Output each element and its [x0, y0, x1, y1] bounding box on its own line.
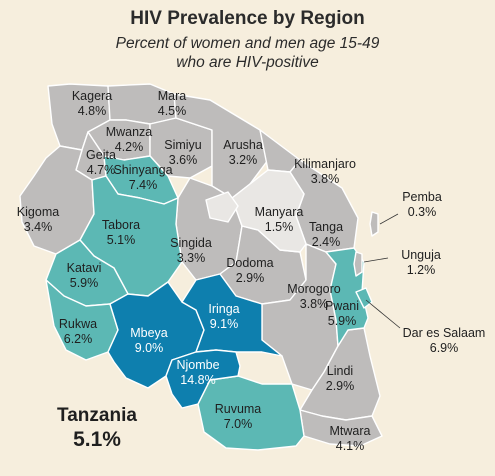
label-mwanza: Mwanza 4.2% [105, 125, 153, 154]
label-geita: Geita 4.7% [86, 148, 116, 177]
island-unguja [353, 251, 363, 277]
map-subtitle: Percent of women and men age 15-49 who a… [0, 34, 495, 72]
island-pemba [369, 211, 379, 237]
label-tanga: Tanga 2.4% [308, 220, 344, 249]
label-pwani: Pwani 5.9% [324, 299, 360, 328]
label-shinyanga: Shinyanga 7.4% [113, 163, 173, 192]
label-rukwa: Rukwa 6.2% [58, 317, 98, 346]
region-iringa [181, 273, 283, 357]
region-dar-es-salaam [355, 287, 373, 309]
region-lake-island [205, 191, 239, 223]
label-mara: Mara 4.5% [157, 89, 187, 118]
region-manyara [231, 169, 307, 253]
label-simiyu: Simiyu 3.6% [164, 138, 202, 167]
unguja-pointer [363, 257, 389, 263]
label-unguja: Unguja 1.2% [401, 248, 441, 277]
label-kilimanjaro: Kilimanjaro 3.8% [294, 157, 356, 186]
label-ruvuma: Ruvuma 7.0% [214, 402, 262, 431]
region-njombe [165, 349, 241, 409]
map-title: HIV Prevalence by Region [130, 8, 365, 29]
label-manyara: Manyara 1.5% [254, 205, 304, 234]
label-iringa: Iringa 9.1% [208, 302, 240, 331]
label-mtwara: Mtwara 4.1% [329, 424, 371, 453]
dar-es-salaam-pointer [365, 299, 401, 329]
label-morogoro: Morogoro 3.8% [287, 282, 341, 311]
label-dar-es-salaam: Dar es Salaam 6.9% [402, 326, 486, 355]
country-name: Tanzania [57, 405, 137, 426]
label-mbeya: Mbeya 9.0% [130, 326, 168, 355]
label-njombe: Njombe 14.8% [176, 358, 220, 387]
country-value: 5.1% [73, 428, 121, 451]
label-tabora: Tabora 5.1% [101, 218, 141, 247]
region-mtwara [299, 409, 383, 447]
country-total: Tanzania 5.1% [42, 404, 152, 452]
subtitle-line-1: Percent of women and men age 15-49 [115, 35, 380, 52]
subtitle-line-2: who are HIV-positive [176, 54, 319, 71]
label-kagera: Kagera 4.8% [71, 89, 113, 118]
label-pemba: Pemba 0.3% [402, 190, 442, 219]
label-katavi: Katavi 5.9% [66, 261, 102, 290]
region-ruvuma [197, 375, 305, 451]
label-singida: Singida 3.3% [170, 236, 212, 265]
pemba-pointer [379, 213, 399, 225]
label-dodoma: Dodoma 2.9% [226, 256, 274, 285]
label-kigoma: Kigoma 3.4% [16, 205, 60, 234]
label-arusha: Arusha 3.2% [223, 138, 263, 167]
label-lindi: Lindi 2.9% [325, 364, 355, 393]
